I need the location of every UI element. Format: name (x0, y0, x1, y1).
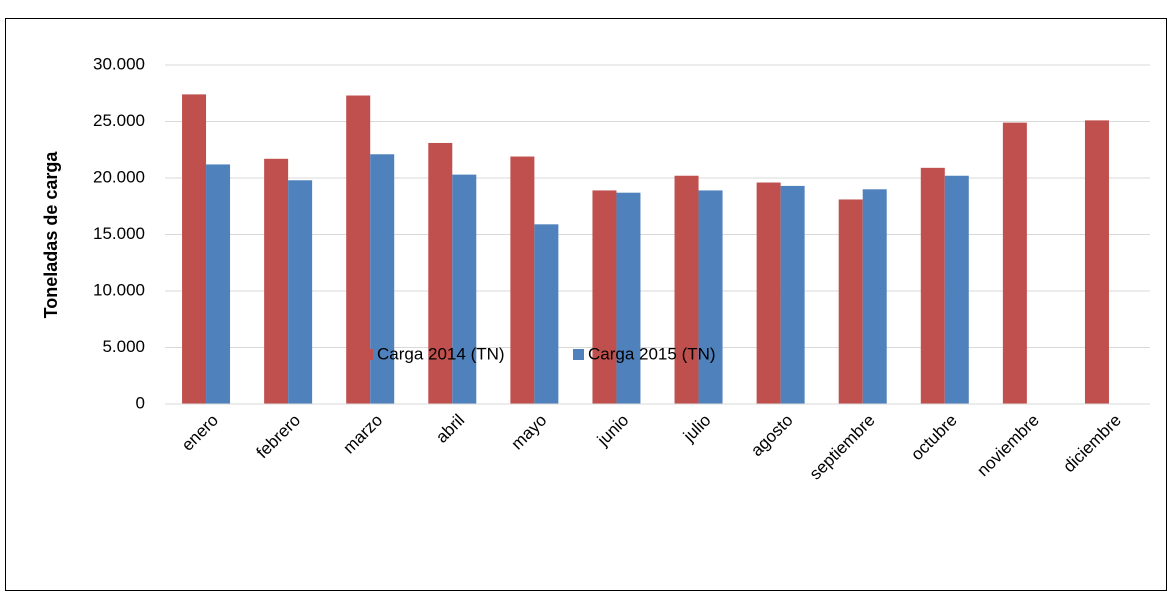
bar (592, 190, 617, 404)
bar (452, 174, 477, 404)
y-axis-title: Toneladas de carga (41, 151, 61, 319)
legend-swatch (362, 349, 373, 360)
y-tick-label: 10.000 (93, 280, 145, 299)
bar (428, 142, 453, 404)
y-tick-label: 30.000 (93, 54, 145, 73)
chart-frame (5, 18, 1167, 591)
legend-swatch (573, 349, 584, 360)
bar (534, 224, 559, 404)
bar (370, 154, 395, 404)
bar (1002, 122, 1027, 404)
bar (862, 189, 887, 404)
y-tick-label: 15.000 (93, 224, 145, 243)
y-tick-label: 25.000 (93, 111, 145, 130)
y-tick-label: 20.000 (93, 167, 145, 186)
legend-label: Carga 2014 (TN) (377, 344, 505, 363)
bar (1084, 120, 1109, 405)
bar (264, 158, 289, 404)
bar (756, 182, 781, 404)
bar (780, 185, 805, 404)
legend-label: Carga 2015 (TN) (588, 344, 716, 363)
bar (288, 180, 313, 404)
bar (944, 175, 969, 404)
bar (674, 175, 699, 404)
bar (182, 94, 207, 404)
bar (698, 190, 723, 404)
bar (920, 167, 945, 404)
bar (838, 199, 863, 404)
y-tick-label: 0 (136, 393, 145, 412)
bar (206, 164, 231, 404)
bar (616, 192, 641, 404)
y-tick-label: 5.000 (102, 337, 145, 356)
bar (510, 156, 535, 404)
